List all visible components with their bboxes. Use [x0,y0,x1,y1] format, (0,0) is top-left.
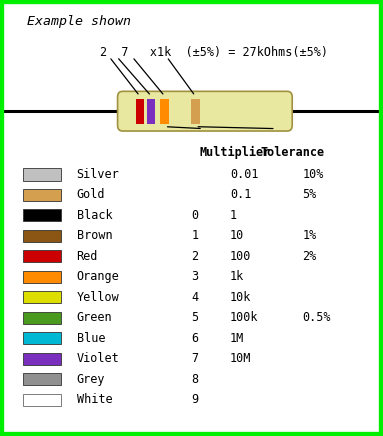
Text: 9: 9 [192,393,199,406]
Text: 0.01: 0.01 [230,168,258,181]
Text: 10%: 10% [303,168,324,181]
Text: 10M: 10M [230,352,251,365]
Text: 5: 5 [192,311,199,324]
Bar [23,353,61,365]
Bar [23,271,61,283]
Bar [136,99,144,124]
Text: Brown: Brown [77,229,112,242]
Text: 6: 6 [192,332,199,345]
Bar [23,291,61,303]
Text: Grey: Grey [77,373,105,386]
Text: Red: Red [77,250,98,263]
Text: 7: 7 [192,352,199,365]
Text: 1k: 1k [230,270,244,283]
Text: 10k: 10k [230,291,251,304]
Text: 8: 8 [192,373,199,386]
Text: 2%: 2% [303,250,317,263]
Bar [23,189,61,201]
Text: 100: 100 [230,250,251,263]
Bar [23,394,61,406]
Bar [23,312,61,324]
Text: White: White [77,393,112,406]
Bar [191,99,200,124]
Bar [23,250,61,262]
Bar [160,99,169,124]
Text: Gold: Gold [77,188,105,201]
Text: 10: 10 [230,229,244,242]
Bar [23,373,61,385]
Text: Example shown: Example shown [27,15,131,28]
Text: 5%: 5% [303,188,317,201]
Text: Silver: Silver [77,168,119,181]
Text: 0.1: 0.1 [230,188,251,201]
Bar [147,99,155,124]
Text: 0.5%: 0.5% [303,311,331,324]
Text: 1%: 1% [303,229,317,242]
Text: 4: 4 [192,291,199,304]
Text: Orange: Orange [77,270,119,283]
Text: 1: 1 [230,209,237,222]
Text: 1: 1 [192,229,199,242]
Text: Violet: Violet [77,352,119,365]
Text: Yellow: Yellow [77,291,119,304]
Text: Tolerance: Tolerance [260,146,324,159]
Text: 1M: 1M [230,332,244,345]
Bar [23,168,61,181]
Text: Multiplier: Multiplier [199,146,270,159]
Text: 2: 2 [192,250,199,263]
Text: 3: 3 [192,270,199,283]
FancyBboxPatch shape [118,92,292,131]
Bar [23,332,61,344]
Text: Green: Green [77,311,112,324]
Text: 0: 0 [192,209,199,222]
Text: Blue: Blue [77,332,105,345]
Bar [23,230,61,242]
Text: 2  7   x1k  (±5%) = 27kOhms(±5%): 2 7 x1k (±5%) = 27kOhms(±5%) [100,46,327,59]
Text: 100k: 100k [230,311,258,324]
Text: Black: Black [77,209,112,222]
Bar [23,209,61,221]
